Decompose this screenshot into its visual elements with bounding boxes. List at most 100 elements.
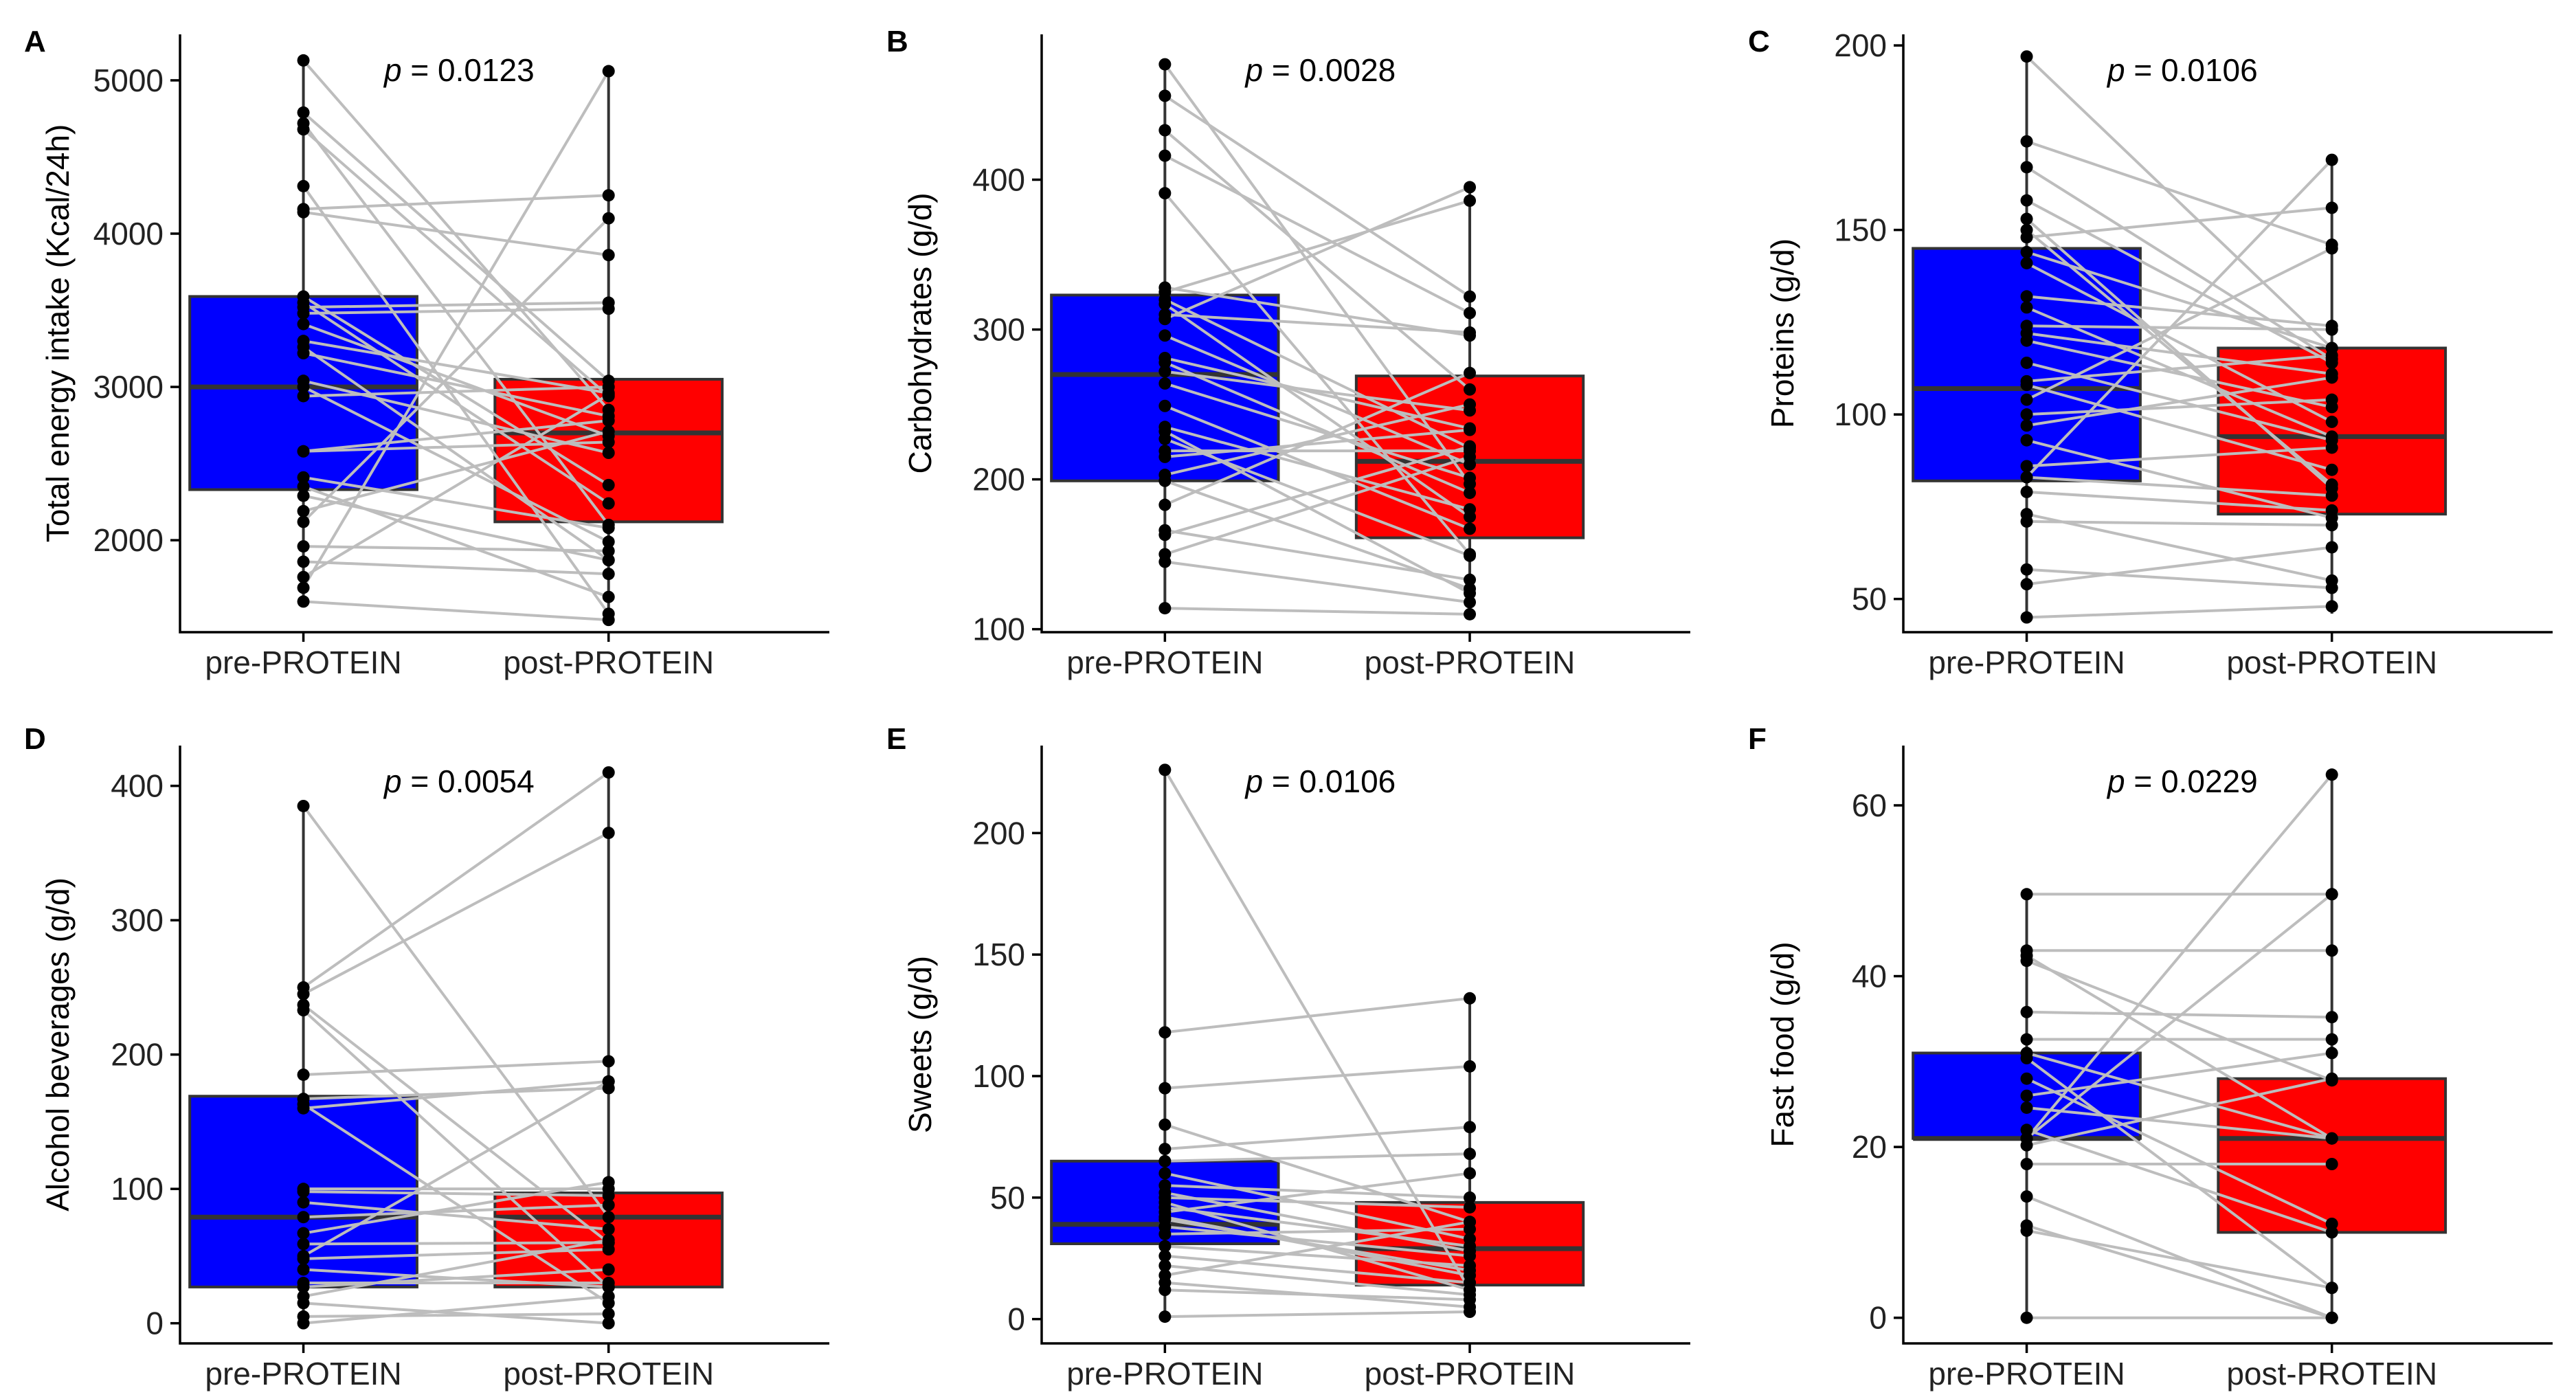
y-tick-label: 20 (1852, 1129, 1887, 1165)
y-tick-label: 300 (972, 312, 1025, 348)
pair-line (303, 1295, 609, 1325)
data-point (297, 445, 310, 458)
y-axis-label: Total energy intake (Kcal/24h) (40, 124, 76, 543)
data-point (602, 425, 615, 438)
y-tick-label: 0 (1007, 1301, 1025, 1337)
pair-line (2026, 476, 2332, 498)
panel-D: D 0 100 200 300 400 pre-PROTEIN post-PROTEIN Alc… (24, 722, 829, 1392)
data-point (297, 555, 310, 568)
data-point (2020, 1124, 2033, 1137)
data-point (1464, 181, 1477, 194)
data-point (2020, 1047, 2033, 1060)
pair-line (2026, 438, 2333, 519)
data-point (1158, 124, 1172, 137)
data-point (297, 581, 310, 594)
data-point (2020, 419, 2033, 432)
data-point (1158, 474, 1172, 487)
pair-line (1165, 313, 1470, 334)
panel-E: E 0 50 100 150 200 pre-PROTEIN post-PROTEIN Swee… (886, 722, 1690, 1392)
data-point (2325, 323, 2338, 336)
pair-line (303, 1080, 609, 1110)
data-point (602, 1317, 615, 1330)
pair-line (2026, 354, 2332, 383)
x-tick-label: post-PROTEIN (503, 1356, 714, 1392)
pair-line (1164, 425, 1470, 511)
data-point (1158, 149, 1172, 162)
pair-line (1165, 1205, 1470, 1248)
x-tick-label: pre-PROTEIN (205, 645, 401, 680)
pair-line (2026, 1128, 2333, 1234)
y-axis-label: Carbohydrates (g/d) (902, 192, 938, 473)
data-point (1464, 487, 1477, 500)
y-tick-label: 40 (1852, 959, 1887, 994)
y-tick-label: 100 (972, 1058, 1025, 1094)
pair-line (303, 352, 609, 418)
x-tick-label: post-PROTEIN (503, 645, 714, 680)
y-tick-label: 50 (1852, 581, 1887, 617)
p-value: p = 0.0106 (2106, 52, 2258, 88)
pair-line (1164, 199, 1470, 293)
data-point (602, 414, 615, 427)
data-point (1158, 1196, 1172, 1209)
pair-line (2026, 1229, 2333, 1290)
data-point (297, 106, 310, 119)
pair-line (2026, 1106, 2332, 1140)
pair-line (2026, 306, 2333, 438)
data-point (1464, 1284, 1477, 1297)
pair-line (1164, 371, 1470, 506)
data-point (297, 317, 310, 331)
data-point (1464, 1121, 1477, 1134)
data-point (1158, 365, 1172, 378)
pair-line (1165, 1254, 1470, 1284)
data-point (1464, 440, 1477, 453)
panel-C: C 50 100 150 200 pre-PROTEIN post-PROTEIN Prote… (1748, 25, 2553, 680)
data-point (2020, 563, 2033, 576)
pair-line (1164, 129, 1471, 391)
data-point (297, 1238, 310, 1251)
data-point (602, 1222, 615, 1236)
pair-line (1164, 154, 1470, 315)
pair-line (1165, 370, 1470, 412)
data-point (297, 515, 310, 528)
pair-line (303, 1203, 609, 1219)
data-point (1464, 1148, 1477, 1161)
data-point (2325, 1158, 2338, 1170)
pair-line (302, 385, 609, 544)
y-tick-label: 50 (990, 1180, 1025, 1216)
data-point (2325, 944, 2338, 957)
data-point (2020, 471, 2033, 484)
pair-line (2026, 1051, 2333, 1140)
data-point (1158, 1284, 1172, 1297)
data-point (297, 480, 310, 493)
pair-line (1164, 302, 1471, 518)
pair-line (2026, 376, 2333, 427)
y-tick-label: 200 (972, 462, 1025, 498)
data-point (1464, 326, 1477, 339)
data-point (2325, 201, 2338, 214)
data-point (1158, 498, 1172, 511)
data-point (602, 827, 615, 840)
data-point (602, 766, 615, 779)
data-point (1158, 1310, 1172, 1323)
pair-line (1164, 1200, 1470, 1292)
data-point (602, 1198, 615, 1211)
x-tick-label: pre-PROTEIN (1066, 1356, 1263, 1392)
data-point (2020, 578, 2033, 591)
data-point (602, 302, 615, 315)
data-point (297, 987, 310, 1001)
pair-line (2026, 1077, 2333, 1225)
data-point (1158, 313, 1172, 326)
data-point (1464, 471, 1477, 484)
data-point (2020, 356, 2033, 369)
pair-line (2026, 398, 2332, 416)
data-point (602, 249, 615, 262)
data-point (2020, 954, 2033, 968)
data-point (297, 307, 310, 320)
data-point (2325, 349, 2338, 362)
data-point (2325, 489, 2338, 502)
data-point (2020, 231, 2033, 244)
data-point (2325, 1282, 2338, 1295)
pair-line (302, 322, 609, 438)
pair-line (1165, 996, 1470, 1034)
